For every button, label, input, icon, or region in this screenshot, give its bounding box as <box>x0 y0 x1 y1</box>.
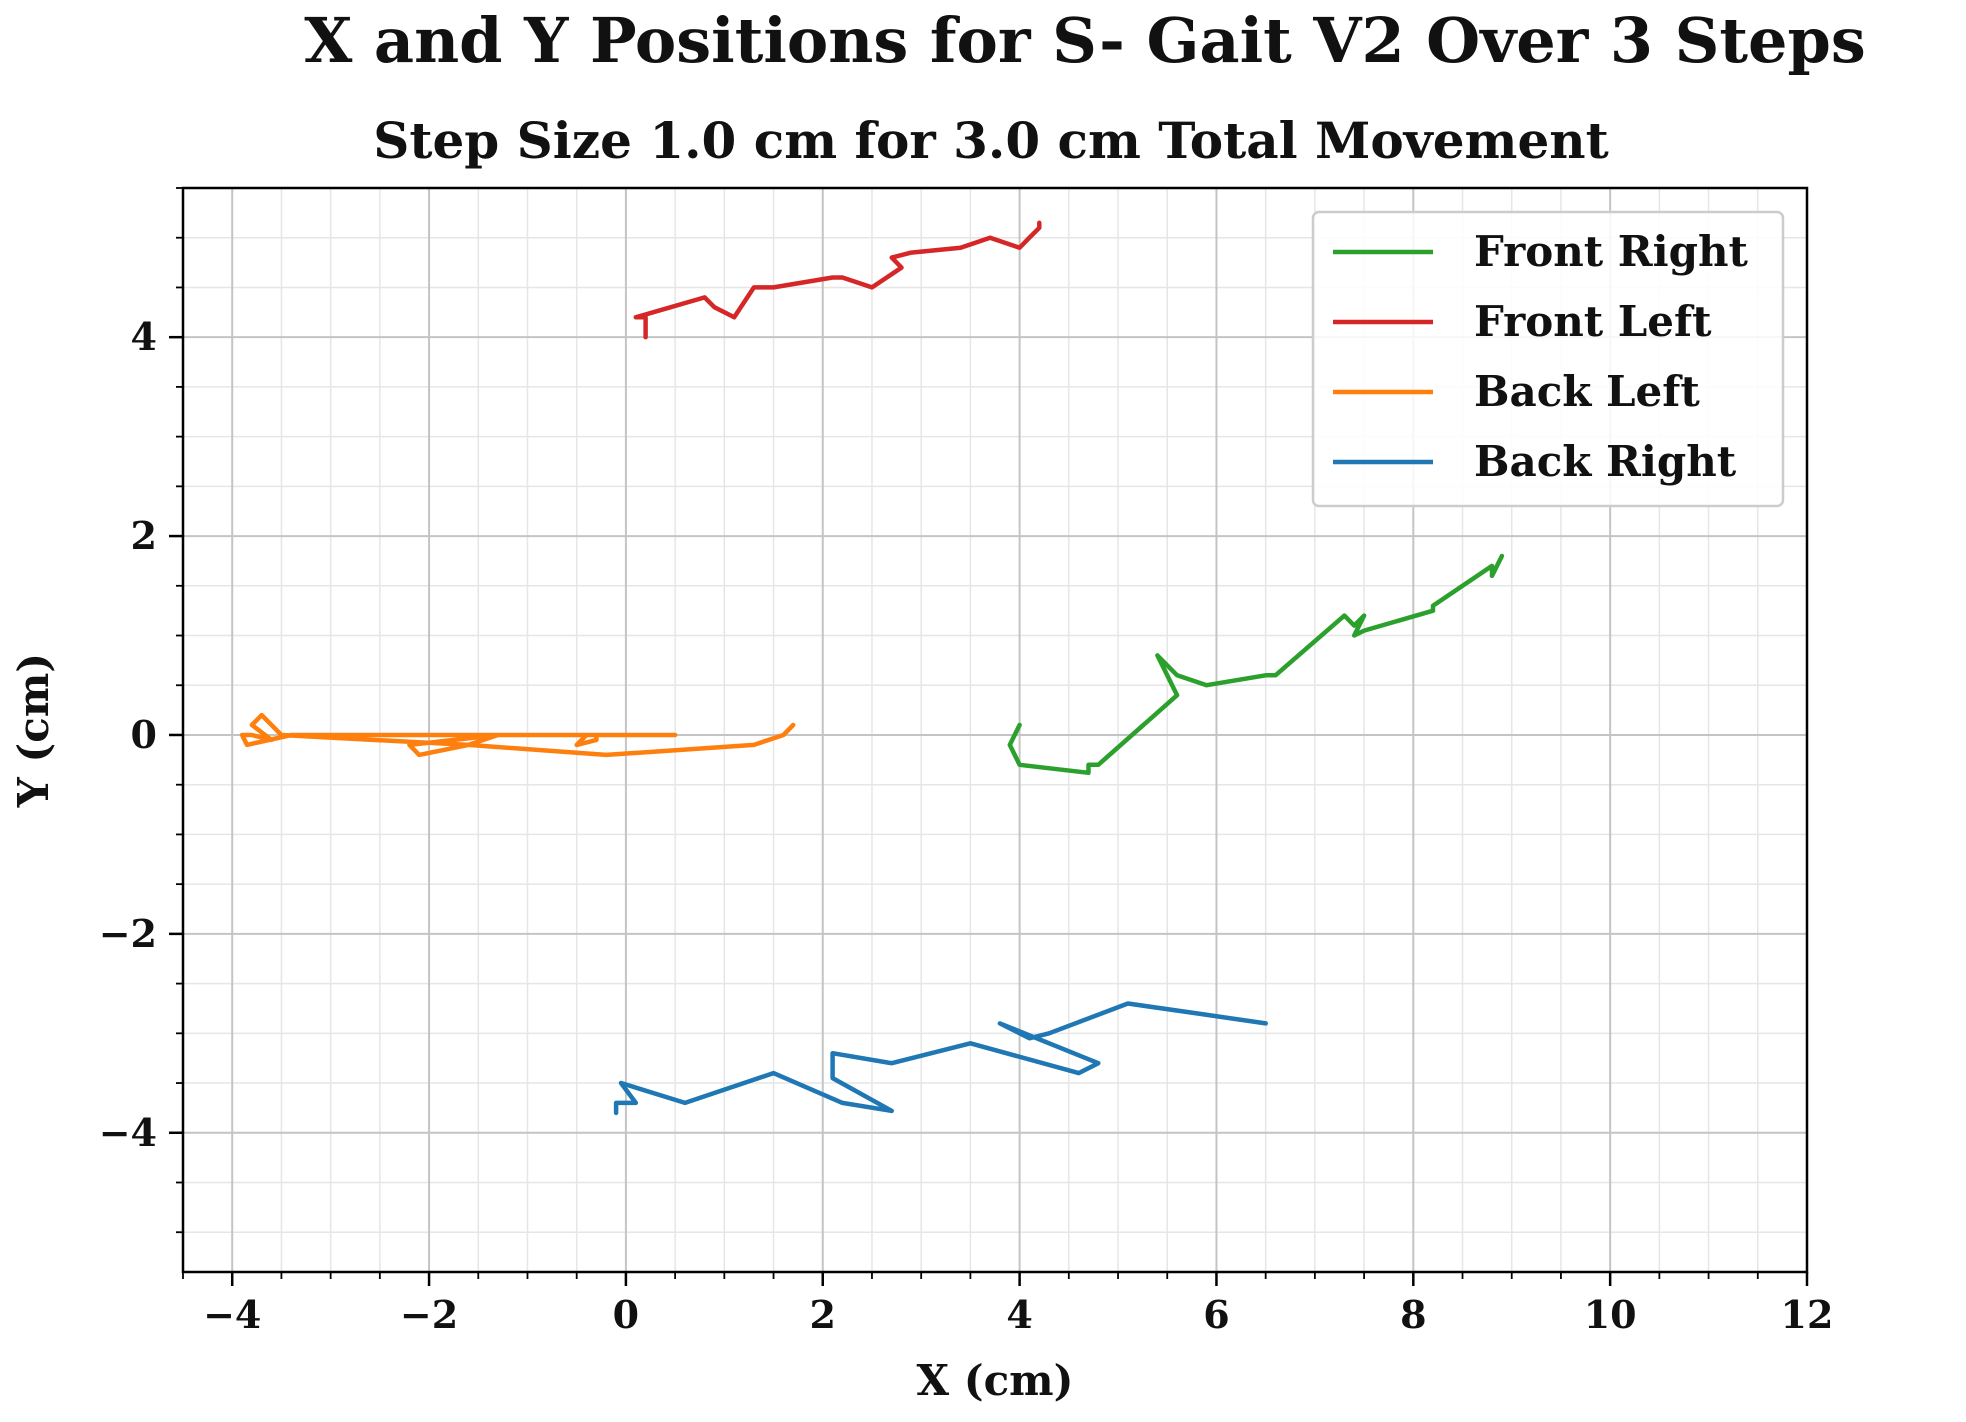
x-tick-label: 0 <box>613 1292 639 1337</box>
legend-label-front-right: Front Right <box>1474 227 1749 276</box>
chart-subtitle: Step Size 1.0 cm for 3.0 cm Total Moveme… <box>373 111 1608 170</box>
x-tick-label: 8 <box>1400 1292 1426 1337</box>
y-axis-label: Y (cm) <box>9 653 58 808</box>
x-tick-label: 6 <box>1203 1292 1229 1337</box>
series-line-front-right <box>1007 553 1505 776</box>
x-tick-label: 10 <box>1584 1292 1637 1337</box>
y-tick-label: 2 <box>131 513 157 558</box>
x-tick-label: −4 <box>203 1292 261 1337</box>
legend-box <box>1311 210 1785 508</box>
series-line-front-left <box>633 220 1042 340</box>
y-tick-label: −2 <box>99 911 157 956</box>
y-tick-label: 4 <box>131 314 157 359</box>
series-layer <box>239 220 1505 1116</box>
x-tick-label: 2 <box>810 1292 836 1337</box>
x-axis-label: X (cm) <box>917 1356 1074 1405</box>
series-line-back-left <box>239 712 796 758</box>
chart-title: X and Y Positions for S- Gait V2 Over 3 … <box>304 4 1866 77</box>
plot-frame <box>181 186 1809 1274</box>
series-line-back-right <box>613 1001 1268 1116</box>
legend: Front Right Front Left Back Left Back Right <box>1311 210 1785 508</box>
x-tick-label: 4 <box>1006 1292 1032 1337</box>
legend-label-back-left: Back Left <box>1474 367 1700 416</box>
y-tick-label: 0 <box>131 712 157 757</box>
legend-items: Front Right Front Left Back Left Back Right <box>1333 227 1749 486</box>
legend-label-front-left: Front Left <box>1474 297 1712 346</box>
y-tick-label: −4 <box>99 1110 157 1155</box>
x-tick-label: 12 <box>1781 1292 1834 1337</box>
x-tick-label: −2 <box>400 1292 458 1337</box>
ticks-layer: −4 −2 0 2 4 6 8 10 12 −4 −2 0 2 4 <box>99 187 1834 1337</box>
legend-label-back-right: Back Right <box>1474 437 1737 486</box>
